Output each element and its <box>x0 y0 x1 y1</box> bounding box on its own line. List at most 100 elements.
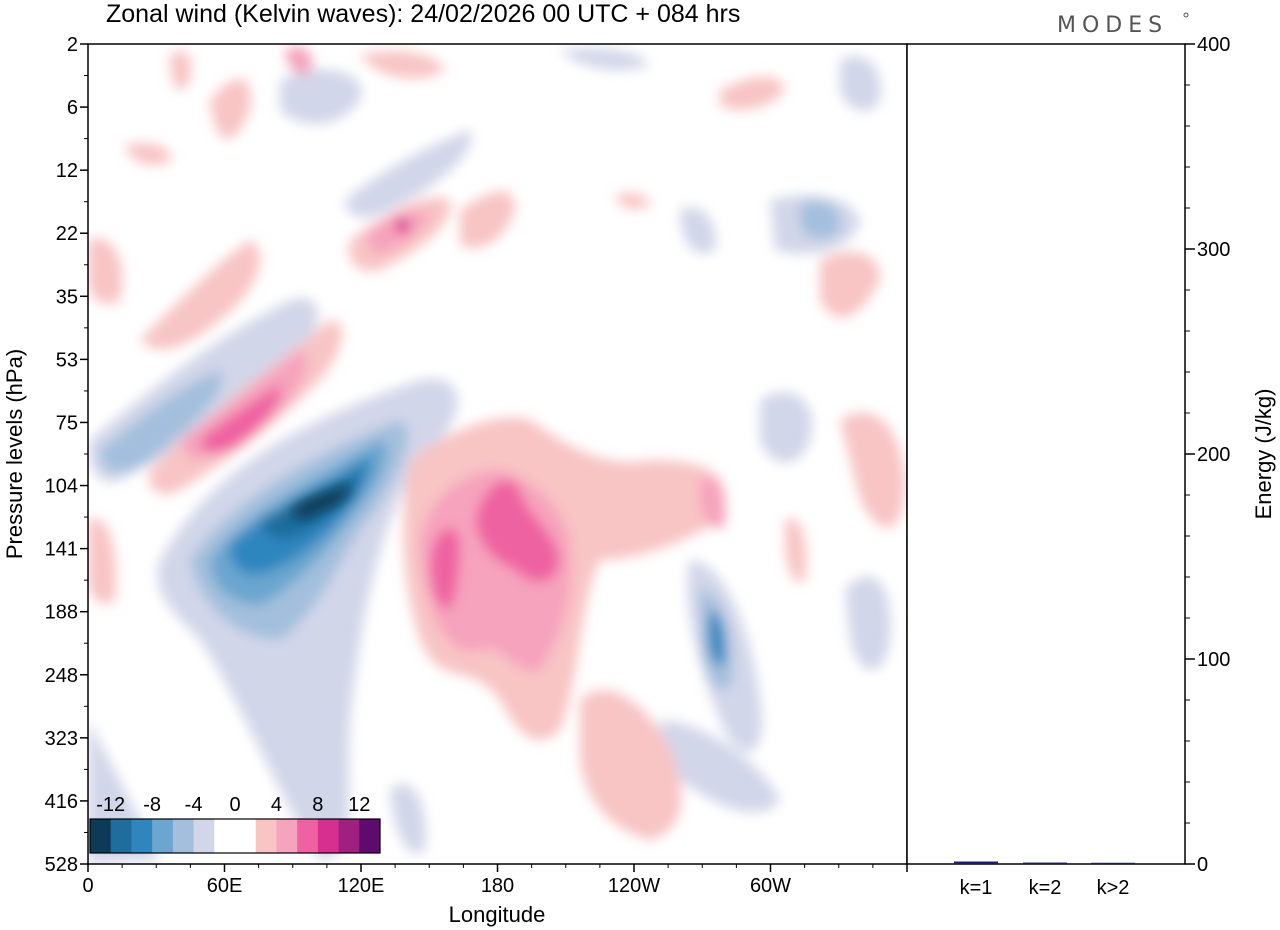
energy-category-labels: k=1 k=2 k>2 <box>960 877 1130 899</box>
longitude-tick-label: 180 <box>481 875 514 897</box>
colorbar-label: -12 <box>96 794 125 816</box>
energy-category-label: k>2 <box>1097 877 1130 899</box>
energy-bar <box>1091 862 1135 864</box>
contour-pos-light-4 <box>88 238 123 304</box>
colorbar-label: 8 <box>312 794 323 816</box>
contour-pos-light-17 <box>170 51 192 91</box>
colorbar-swatch <box>152 819 174 853</box>
contour-neg-light-1 <box>157 378 458 860</box>
contour-pos-light-10 <box>720 76 785 110</box>
pressure-tick-label: 2 <box>67 34 78 56</box>
energy-tick-label: 200 <box>1197 444 1230 466</box>
colorbar-swatch <box>214 819 236 853</box>
contour-pos-light-14 <box>840 412 905 528</box>
longitude-tick-label: 0 <box>82 875 93 897</box>
contour-pos-light-2 <box>580 690 682 840</box>
energy-bar <box>1023 862 1067 864</box>
contour-pos-mid-3 <box>365 211 430 255</box>
contour-neg-light-7 <box>845 576 891 670</box>
pressure-tick-label: 53 <box>56 349 78 371</box>
energy-category-label: k=1 <box>960 877 993 899</box>
energy-bars <box>954 861 1135 864</box>
energy-axis-label: Energy (J/kg) <box>1251 389 1276 520</box>
energy-tick-label: 100 <box>1197 649 1230 671</box>
colorbar-frame <box>89 818 381 854</box>
colorbar-label: 4 <box>271 794 282 816</box>
pressure-tick-label: 188 <box>45 602 78 624</box>
y-axis-label: Pressure levels (hPa) <box>2 349 27 559</box>
pressure-tick-label: 12 <box>56 160 78 182</box>
colorbar-swatch <box>90 819 112 853</box>
contour-pos-light-15 <box>785 518 807 583</box>
energy-tick-label: 300 <box>1197 239 1230 261</box>
colorbar-swatch <box>131 819 153 853</box>
contour-pos-strong-2 <box>475 480 560 582</box>
colorbar-swatch <box>317 819 340 853</box>
contour-field <box>88 44 907 864</box>
contour-neg-core <box>292 485 351 519</box>
longitude-tick-label: 60W <box>750 875 791 897</box>
longitude-tick-label: 120E <box>338 875 385 897</box>
contour-neg-light-14 <box>560 48 650 70</box>
contour-neg-mid-2 <box>100 370 222 473</box>
chart-title: Zonal wind (Kelvin waves): 24/02/2026 00… <box>106 0 740 28</box>
contour-pos-light-5 <box>88 518 116 604</box>
pressure-tick-label: 22 <box>56 223 78 245</box>
contour-pos-mid-4 <box>700 477 726 529</box>
contour-pos-strong-1 <box>430 528 460 610</box>
colorbar-swatch <box>172 819 195 853</box>
contour-pos-strong-3 <box>200 385 281 454</box>
colorbar-swatch <box>255 819 277 853</box>
colorbar-swatch <box>297 819 319 853</box>
colorbar-label: 12 <box>348 794 370 816</box>
colorbar-label: 0 <box>229 794 240 816</box>
pressure-tick-label: 104 <box>45 476 78 498</box>
pressure-tick-label: 323 <box>45 728 78 750</box>
energy-category-label: k=2 <box>1029 877 1062 899</box>
contour-neg-dark-4 <box>708 610 726 666</box>
contour-neg-light-11 <box>840 56 881 111</box>
energy-axis: 0 100 200 300 400 <box>1185 34 1230 876</box>
contour-neg-light-4 <box>390 783 426 854</box>
contour-neg-light-6 <box>760 392 812 463</box>
contour-pos-mid-5 <box>285 46 313 75</box>
colorbar-label: -8 <box>143 794 161 816</box>
energy-bar <box>954 861 998 864</box>
colorbar-swatch <box>193 819 215 853</box>
contour-neg-mid-4 <box>800 201 841 240</box>
contour-pos-light-13 <box>820 251 880 318</box>
contour-pos-strong-4 <box>394 218 410 234</box>
contour-neg-light-9 <box>280 69 362 124</box>
pressure-tick-label: 75 <box>56 412 78 434</box>
longitude-tick-label: 60E <box>207 875 243 897</box>
contour-pos-light-11 <box>125 143 172 165</box>
longitude-tick-label: 120W <box>608 875 660 897</box>
contour-neg-light-10 <box>345 130 472 218</box>
colorbar-legend <box>89 818 381 854</box>
colorbar-label: -4 <box>185 794 203 816</box>
brand-mark-icon <box>1183 12 1189 18</box>
colorbar-swatch <box>276 819 298 853</box>
pressure-tick-label: 35 <box>56 286 78 308</box>
brand-logo: MODES <box>1057 13 1168 38</box>
longitude-axis: 0 60E 120E 180 120W 60W <box>82 864 908 897</box>
contour-pos-light-6 <box>140 240 260 350</box>
pressure-tick-label: 141 <box>45 539 78 561</box>
x-axis-label: Longitude <box>449 902 546 927</box>
energy-tick-label: 400 <box>1197 34 1230 56</box>
pressure-tick-label: 528 <box>45 854 78 876</box>
colorbar-swatch <box>359 819 381 853</box>
contour-pos-light-12 <box>210 78 251 139</box>
pressure-tick-label: 6 <box>67 97 78 119</box>
pressure-tick-label: 416 <box>45 791 78 813</box>
colorbar-swatch <box>235 819 257 853</box>
pressure-tick-label: 248 <box>45 665 78 687</box>
energy-tick-label: 0 <box>1197 854 1208 876</box>
energy-panel-frame <box>906 43 1186 865</box>
pressure-axis: 2 6 12 22 35 53 75 104 141 188 248 323 416 528 <box>45 34 88 876</box>
colorbar-swatch <box>338 819 360 853</box>
colorbar-labels: -12 -8 -4 0 4 8 12 <box>96 794 370 816</box>
colorbar-swatch <box>110 819 132 853</box>
contour-neg-light-12 <box>660 720 780 813</box>
